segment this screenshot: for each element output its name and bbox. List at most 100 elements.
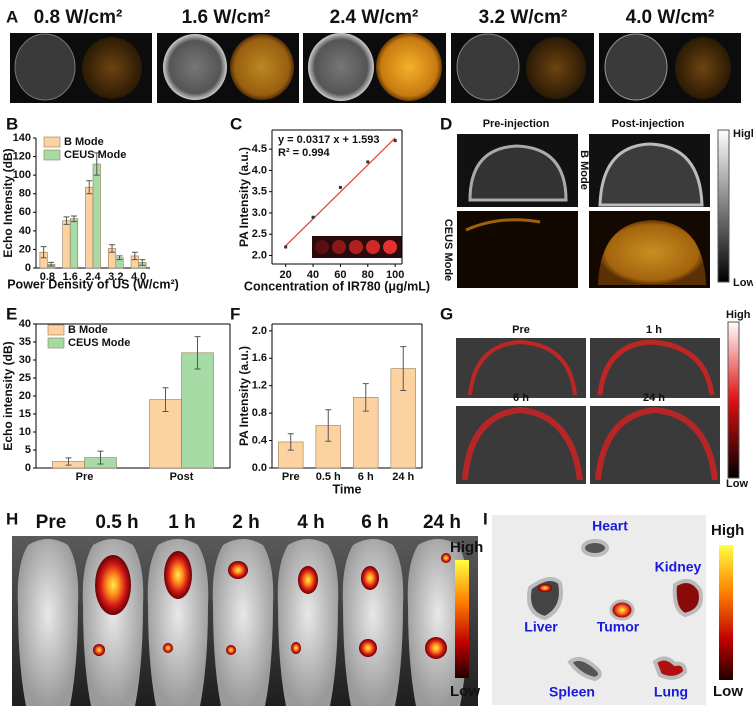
panel-label: B [6, 114, 18, 133]
mouse [17, 539, 79, 706]
panel-label: I [483, 509, 488, 528]
column-label: Pre-injection [483, 118, 550, 130]
mouse [277, 539, 339, 706]
frame-label: Pre [512, 324, 530, 336]
error-bar [109, 244, 116, 253]
colorbar [719, 545, 733, 680]
organ-label: Spleen [549, 684, 595, 700]
time-label: 0.5 h [95, 512, 138, 533]
organ-label: Kidney [655, 559, 702, 575]
panel-label: A [6, 7, 18, 26]
legend-label: B Mode [64, 136, 104, 148]
y-tick-label: 40 [19, 318, 31, 330]
time-label: 1 h [168, 512, 195, 533]
frame-label: 1 h [646, 324, 662, 336]
x-tick-label: 3.2 [108, 271, 123, 283]
panel-label: G [440, 304, 453, 323]
annotation: R² = 0.994 [278, 147, 331, 159]
error-bar [93, 152, 100, 176]
point [393, 139, 397, 143]
x-tick-label: 4.0 [131, 271, 146, 283]
scale-label: High [726, 309, 751, 321]
legend-label: CEUS Mode [64, 149, 126, 161]
point [284, 245, 288, 249]
y-tick-label: 0.8 [252, 407, 267, 419]
frame-label: 6 h [513, 392, 529, 404]
x-tick-label: 60 [334, 269, 346, 281]
y-tick-label: 2.0 [252, 325, 267, 337]
y-tick-label: 0 [25, 462, 31, 474]
fit-line [285, 137, 396, 247]
bar [69, 218, 79, 269]
row-label: B Mode [578, 150, 590, 190]
legend-label: CEUS Mode [68, 337, 130, 349]
error-bar [400, 346, 407, 392]
time-label: 2 h [232, 512, 259, 533]
panel-d: D Pre-injection Post-injection B Mode CE… [440, 114, 753, 288]
x-axis-label: Time [333, 482, 362, 496]
error-bar [194, 336, 201, 370]
error-bar [65, 457, 72, 466]
panel-label: D [440, 114, 452, 133]
x-tick-label: 40 [307, 269, 319, 281]
point [311, 215, 315, 219]
power-label: 4.0 W/cm² [626, 7, 715, 28]
y-tick-label: 0.0 [252, 462, 267, 474]
scale-label: Low [726, 478, 748, 490]
row-label: CEUS Mode [442, 219, 454, 281]
legend-swatch [47, 337, 65, 349]
panel-h: H Pre 0.5 h 1 h 2 h 4 h 6 h 24 h High Lo… [6, 509, 483, 706]
signal [359, 639, 377, 657]
y-tick-label: 20 [19, 243, 31, 255]
x-axis-label: Concentration of IR780 (μg/mL) [244, 279, 430, 293]
mouse [212, 539, 274, 706]
scale-label: High [711, 522, 744, 539]
x-tick-label: Pre [282, 471, 300, 483]
x-axis-label: Power Density of US (W/cm²) [7, 277, 179, 291]
y-axis-label: PA Intensity (a.u.) [237, 346, 251, 446]
y-tick-label: 120 [13, 150, 31, 162]
y-tick-label: 1.2 [252, 380, 267, 392]
colorbar [727, 321, 740, 479]
y-tick-label: 3.5 [252, 186, 267, 198]
x-tick-label: 0.5 h [316, 471, 341, 483]
signal [226, 645, 236, 655]
error-bar [131, 251, 138, 261]
time-label: Pre [36, 512, 67, 533]
point [366, 160, 370, 164]
legend-swatch [47, 324, 65, 336]
y-axis-label: Echo Intensity (dB) [1, 148, 15, 257]
bar [62, 220, 71, 269]
organ-label: Liver [524, 619, 558, 635]
y-tick-label: 15 [19, 408, 31, 420]
signal [441, 553, 451, 563]
y-axis-label: PA Intensity (a.u.) [237, 147, 251, 247]
y-tick-label: 140 [13, 132, 31, 144]
x-tick-label: Post [170, 471, 194, 483]
y-tick-label: 0.4 [252, 434, 268, 446]
mouse [147, 539, 209, 706]
signal [291, 642, 301, 654]
scale-label: Low [713, 683, 743, 700]
panel-label: F [230, 304, 240, 323]
bar [181, 352, 214, 469]
signal [163, 643, 173, 653]
error-bar [287, 433, 294, 451]
error-bar [86, 180, 93, 195]
error-bar [97, 450, 104, 465]
panel-label: E [6, 304, 17, 323]
signal [164, 551, 192, 599]
y-tick-label: 2.5 [252, 228, 267, 240]
legend-label: B Mode [68, 324, 108, 336]
organ-label: Tumor [597, 619, 640, 635]
plate-inset [312, 236, 402, 258]
x-tick-label: 0.8 [40, 271, 55, 283]
error-bar [139, 259, 146, 266]
time-label: 4 h [297, 512, 324, 533]
legend-swatch [43, 136, 61, 148]
us-images [10, 33, 741, 103]
panel-label: C [230, 114, 242, 133]
scale-label: Low [733, 277, 753, 289]
legend-swatch [43, 149, 61, 161]
